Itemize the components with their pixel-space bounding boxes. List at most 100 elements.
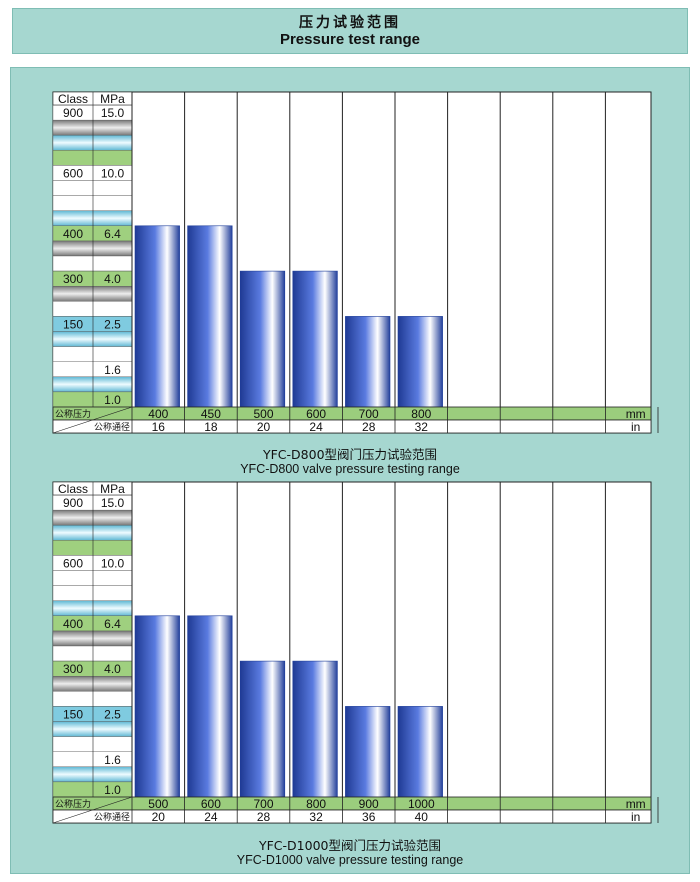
y-tick-class: 300 [63, 272, 83, 286]
chart-d800-caption: YFC-D800型阀门压力试验范围 YFC-D800 valve pressur… [0, 447, 700, 477]
unit-in: in [631, 420, 640, 434]
x-tick-in: 32 [309, 810, 323, 824]
label-nominal-pressure: 公称压力 [55, 408, 91, 420]
bar-700 [345, 316, 391, 408]
y-tick-mpa: 4.0 [104, 662, 121, 676]
x-tick-mm: 1000 [408, 797, 435, 811]
bar-1000 [397, 706, 443, 798]
bar-900 [345, 706, 391, 798]
scale-band [52, 691, 133, 707]
y-tick-mpa: 1.0 [104, 783, 121, 797]
chart-0-group: 900 15.0 600 10.0 400 6.4 300 4.0 150 2.5 1.6 1.0 Cl… [52, 91, 659, 434]
scale-band [52, 676, 133, 692]
x-row-mm [52, 796, 652, 811]
y-tick-mpa: 6.4 [104, 227, 121, 241]
y-tick-mpa: 15.0 [101, 496, 125, 510]
bar-800 [397, 316, 443, 408]
unit-mm: mm [626, 407, 646, 421]
page-title-zh: 压力试验范围 [299, 15, 401, 31]
scale-band [52, 585, 133, 601]
label-nominal-pressure: 公称压力 [55, 798, 91, 810]
page-header: 压力试验范围 Pressure test range [12, 8, 688, 54]
y-tick-class: 900 [63, 106, 83, 120]
x-tick-mm: 700 [359, 407, 379, 421]
x-tick-in: 36 [362, 810, 376, 824]
scale-band [52, 540, 133, 556]
y-tick-mpa: 10.0 [101, 557, 125, 571]
chart-d1000: 900 15.0 600 10.0 400 6.4 300 4.0 150 2.5 1.6 1.0 Cl… [0, 0, 700, 824]
y-tick-class: 300 [63, 662, 83, 676]
scale-band [52, 630, 133, 647]
x-tick-in: 24 [309, 420, 323, 434]
x-tick-mm: 800 [411, 407, 431, 421]
x-tick-in: 40 [415, 810, 429, 824]
chart-1-group: 900 15.0 600 10.0 400 6.4 300 4.0 150 2.5 1.6 1.0 Cl… [52, 481, 659, 824]
corner-diagonal [52, 406, 133, 434]
corner-diagonal [52, 796, 133, 824]
bar-600 [187, 615, 233, 798]
x-tick-in: 28 [257, 810, 271, 824]
x-tick-in: 16 [152, 420, 166, 434]
y-tick-mpa: 10.0 [101, 167, 125, 181]
x-tick-in: 32 [415, 420, 429, 434]
x-tick-in: 18 [204, 420, 218, 434]
chart-d800-caption-en: YFC-D800 valve pressure testing range [240, 462, 460, 476]
scale-band [52, 570, 133, 586]
bar-700 [239, 660, 286, 798]
bar-400 [134, 225, 180, 408]
x-tick-mm: 800 [306, 797, 326, 811]
scale-band [52, 766, 133, 783]
chart-d800: 900 15.0 600 10.0 400 6.4 300 4.0 150 2.5 1.6 1.0 Cl… [0, 0, 700, 434]
scale-band [52, 736, 133, 752]
y-tick-mpa: 4.0 [104, 272, 121, 286]
label-nominal-diameter: 公称通径 [94, 811, 130, 823]
y-tick-class: 400 [63, 227, 83, 241]
bar-500 [134, 615, 180, 798]
y-tick-mpa: 1.0 [104, 393, 121, 407]
y-tick-mpa: 1.6 [104, 753, 121, 767]
x-tick-mm: 900 [359, 797, 379, 811]
axis-header-class: Class [58, 482, 88, 496]
y-tick-class: 400 [63, 617, 83, 631]
x-tick-in: 28 [362, 420, 376, 434]
x-tick-mm: 600 [201, 797, 221, 811]
axis-header-mpa: MPa [100, 92, 125, 106]
unit-in: in [631, 810, 640, 824]
x-row-in [52, 809, 652, 824]
x-tick-mm: 500 [148, 797, 168, 811]
axis-header-mpa: MPa [100, 482, 125, 496]
x-tick-in: 24 [204, 810, 218, 824]
x-tick-mm: 600 [306, 407, 326, 421]
unit-mm: mm [626, 797, 646, 811]
x-tick-mm: 400 [148, 407, 168, 421]
x-row-in [52, 419, 652, 434]
axis-header-class: Class [58, 92, 88, 106]
x-tick-in: 20 [257, 420, 271, 434]
y-tick-class: 150 [63, 708, 83, 722]
x-tick-in: 20 [152, 810, 166, 824]
x-tick-mm: 500 [253, 407, 273, 421]
y-tick-class: 600 [63, 557, 83, 571]
bar-800 [292, 660, 338, 798]
chart-d1000-caption: YFC-D1000型阀门压力试验范围 YFC-D1000 valve press… [0, 838, 700, 868]
y-tick-class: 150 [63, 318, 83, 332]
bar-450 [187, 225, 233, 408]
x-tick-mm: 450 [201, 407, 221, 421]
chart-d1000-caption-en: YFC-D1000 valve pressure testing range [236, 853, 464, 867]
scale-band [52, 509, 133, 526]
y-tick-mpa: 2.5 [104, 708, 121, 722]
y-tick-mpa: 6.4 [104, 617, 121, 631]
chart-d1000-caption-zh: YFC-D1000型阀门压力试验范围 [258, 838, 441, 853]
chart-d800-caption-zh: YFC-D800型阀门压力试验范围 [262, 447, 438, 462]
y-tick-class: 900 [63, 496, 83, 510]
bar-500 [239, 270, 286, 408]
scale-band [52, 600, 133, 617]
scale-band [52, 645, 133, 662]
label-nominal-diameter: 公称通径 [94, 421, 130, 433]
bar-600 [292, 270, 338, 408]
scale-band [52, 721, 133, 737]
y-tick-mpa: 2.5 [104, 318, 121, 332]
x-tick-mm: 700 [253, 797, 273, 811]
y-tick-mpa: 15.0 [101, 106, 125, 120]
scale-band [52, 525, 133, 541]
